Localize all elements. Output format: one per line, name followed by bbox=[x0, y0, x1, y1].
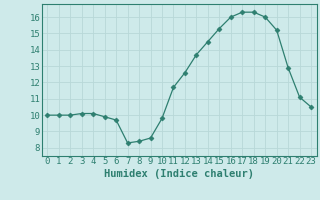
X-axis label: Humidex (Indice chaleur): Humidex (Indice chaleur) bbox=[104, 169, 254, 179]
